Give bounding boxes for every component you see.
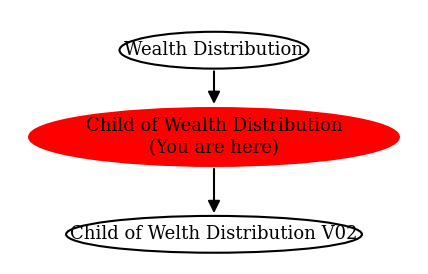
Ellipse shape (29, 108, 399, 166)
Ellipse shape (119, 32, 309, 68)
Ellipse shape (66, 216, 362, 253)
Text: Child of Welth Distribution V02: Child of Welth Distribution V02 (70, 225, 358, 243)
Text: Wealth Distribution: Wealth Distribution (125, 41, 303, 59)
Text: Child of Wealth Distribution
(You are here): Child of Wealth Distribution (You are he… (86, 117, 342, 157)
